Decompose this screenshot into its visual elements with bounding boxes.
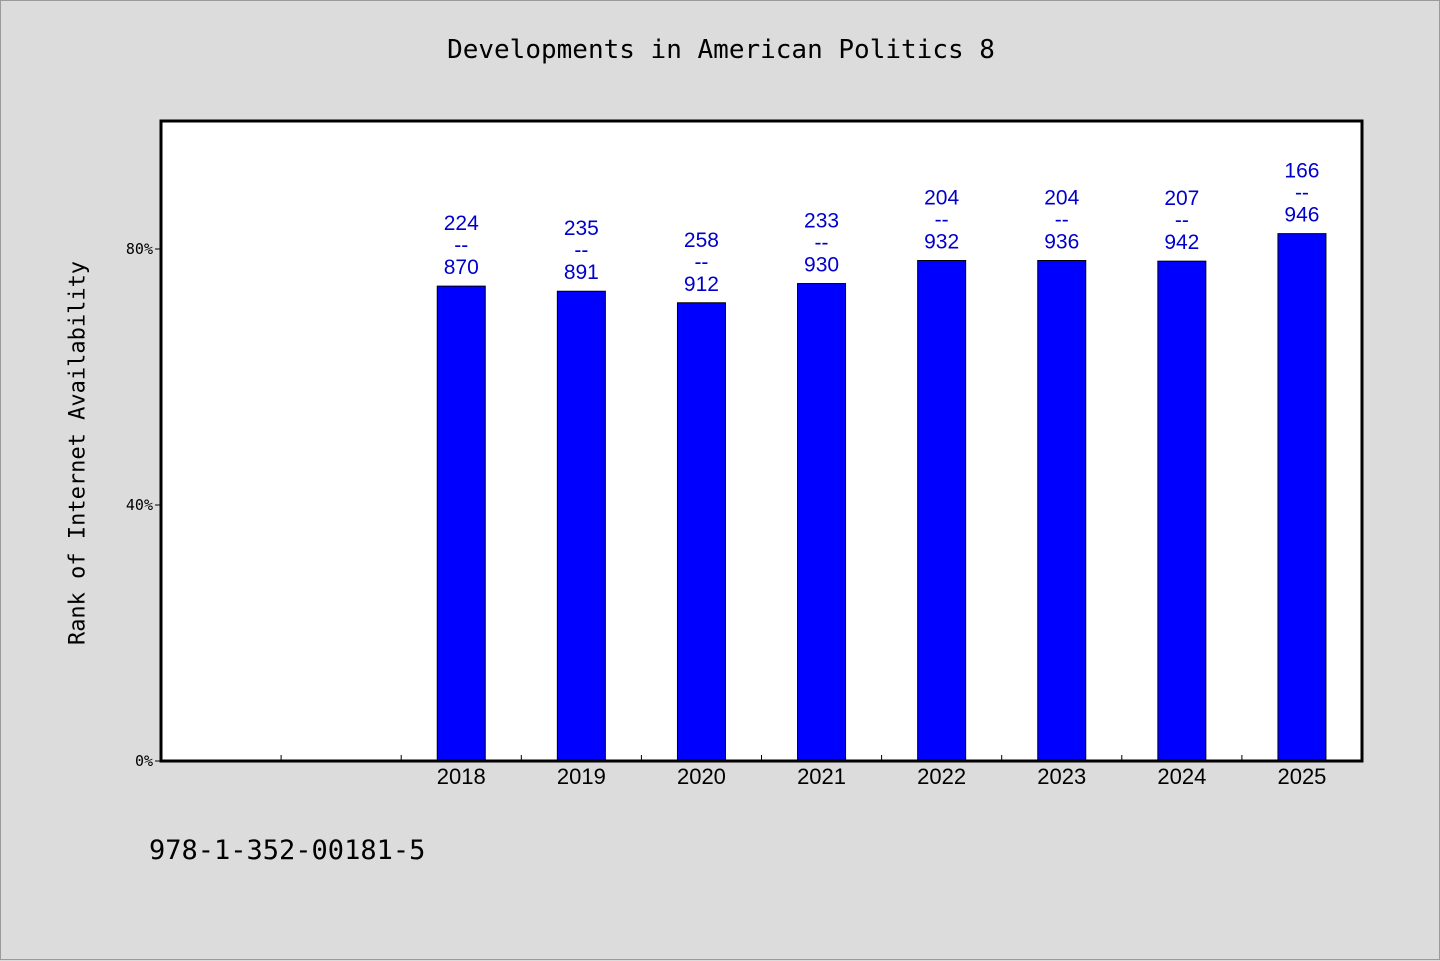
bar-label-mid: -- bbox=[574, 239, 588, 262]
bar-label-top: 258 bbox=[684, 229, 719, 252]
bar-label-bottom: 912 bbox=[684, 273, 719, 296]
bar-label-top: 166 bbox=[1284, 160, 1319, 183]
bar-label-bottom: 946 bbox=[1284, 204, 1319, 227]
x-tick-label: 2023 bbox=[1037, 764, 1086, 789]
bar bbox=[676, 302, 726, 762]
y-tick-label: 40% bbox=[126, 496, 153, 514]
x-tick-label: 2024 bbox=[1157, 764, 1206, 789]
bar-label-bottom: 932 bbox=[924, 231, 959, 254]
isbn-footer: 978-1-352-00181-5 bbox=[149, 835, 426, 866]
bar-label-top: 207 bbox=[1164, 187, 1199, 210]
bar-label-mid: -- bbox=[935, 209, 949, 232]
plot-border bbox=[159, 119, 1364, 763]
bar-label-top: 204 bbox=[924, 187, 959, 210]
bar bbox=[917, 260, 967, 762]
bar-label-mid: -- bbox=[1295, 182, 1309, 205]
bar bbox=[556, 290, 606, 762]
x-tick-label: 2020 bbox=[677, 764, 726, 789]
bar-label-bottom: 942 bbox=[1164, 231, 1199, 254]
bar-label-top: 204 bbox=[1044, 187, 1079, 210]
bar-label-mid: -- bbox=[1175, 209, 1189, 232]
chart-title: Developments in American Politics 8 bbox=[447, 35, 995, 65]
bar-label-mid: -- bbox=[1055, 209, 1069, 232]
bar-label-bottom: 891 bbox=[564, 261, 599, 284]
x-tick-label: 2025 bbox=[1277, 764, 1326, 789]
x-tick-label: 2022 bbox=[917, 764, 966, 789]
bar-label-top: 224 bbox=[444, 212, 479, 235]
bar-label-top: 233 bbox=[804, 210, 839, 233]
bar-label-mid: -- bbox=[694, 251, 708, 274]
y-tick-label: 80% bbox=[126, 240, 153, 258]
bar-label-mid: -- bbox=[815, 232, 829, 255]
bar-label-bottom: 936 bbox=[1044, 231, 1079, 254]
bar bbox=[1157, 260, 1207, 762]
bar bbox=[797, 283, 847, 762]
x-tick-label: 2019 bbox=[557, 764, 606, 789]
bar bbox=[1037, 260, 1087, 762]
bar-label-bottom: 930 bbox=[804, 254, 839, 277]
y-tick-label: 0% bbox=[135, 752, 153, 770]
x-tick-label: 2018 bbox=[437, 764, 486, 789]
bar-label-top: 235 bbox=[564, 217, 599, 240]
bar bbox=[1277, 233, 1327, 762]
bar-label-bottom: 870 bbox=[444, 256, 479, 279]
x-tick-label: 2021 bbox=[797, 764, 846, 789]
bar-label-mid: -- bbox=[454, 234, 468, 257]
bar bbox=[436, 285, 486, 762]
